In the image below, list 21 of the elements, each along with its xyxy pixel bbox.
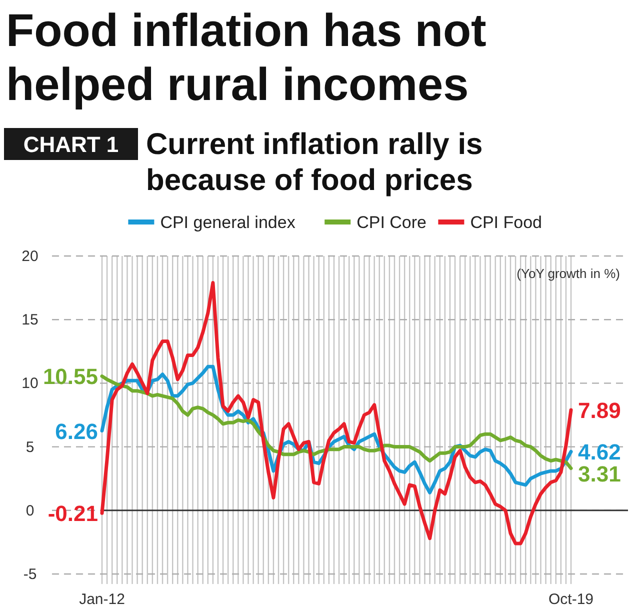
data-label: 6.26 — [55, 418, 98, 444]
data-label: 7.89 — [578, 398, 621, 424]
legend-label: CPI general index — [160, 213, 296, 232]
y-tick-label: -5 — [23, 566, 37, 583]
caption: CHART 1 — [23, 132, 119, 157]
chart-subtitle: Current inflation rally is because of food prices — [146, 128, 483, 197]
y-tick-label: 15 — [22, 312, 38, 329]
data-label: -0.21 — [48, 501, 98, 526]
y-tick-label: 20 — [22, 248, 38, 265]
y-axis-title: (YoY growth in %) — [516, 266, 620, 281]
line-series — [100, 280, 573, 546]
x-tick-label: Oct-19 — [548, 591, 594, 608]
y-tick-label: 0 — [26, 502, 34, 520]
legend-label: CPI Food — [470, 213, 542, 232]
y-tick-label: 10 — [22, 375, 38, 392]
x-tick-label: Jan-12 — [79, 591, 125, 608]
legend-label: CPI Core — [356, 213, 427, 232]
line-series — [100, 374, 573, 470]
chart-title: Food inflation has not helped rural incomes — [6, 4, 486, 110]
y-tick-label: 5 — [26, 438, 34, 456]
data-label: 10.55 — [42, 364, 98, 390]
